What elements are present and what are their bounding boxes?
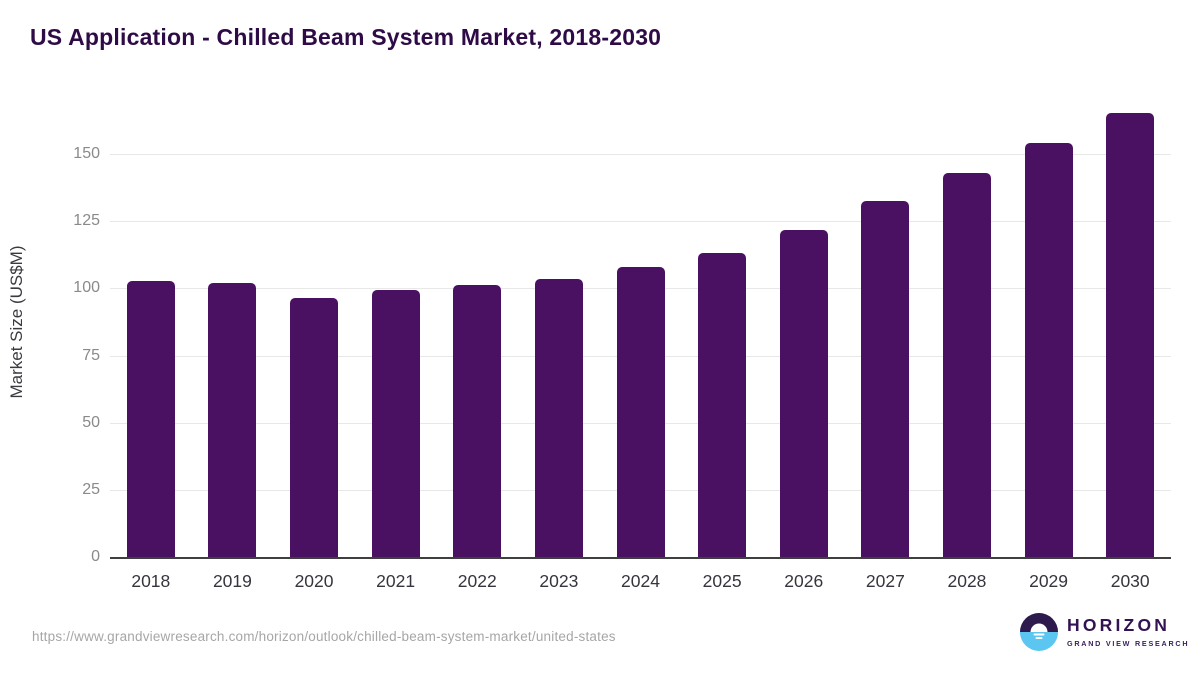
y-tick-50: 50: [82, 413, 100, 431]
x-tick-2018: 2018: [131, 571, 171, 591]
bar-2020[interactable]: [290, 297, 339, 558]
bar-2028[interactable]: [942, 173, 991, 558]
bar-2027[interactable]: [861, 201, 910, 558]
y-tick-125: 125: [73, 212, 100, 230]
bar-2030[interactable]: [1106, 112, 1155, 558]
x-tick-2028: 2028: [947, 571, 987, 591]
x-tick-2025: 2025: [702, 571, 742, 591]
y-tick-75: 75: [82, 346, 100, 364]
y-axis-ticks: 0 25 50 75 100 125 150: [0, 105, 100, 565]
y-tick-100: 100: [73, 279, 100, 297]
horizon-logo-text: HORIZON GRAND VIEW RESEARCH: [1067, 617, 1189, 647]
x-tick-2027: 2027: [865, 571, 905, 591]
y-tick-25: 25: [82, 480, 100, 498]
bar-2025[interactable]: [698, 253, 747, 558]
bar-2018[interactable]: [126, 281, 175, 558]
x-axis-line: [110, 557, 1171, 559]
horizon-logo: HORIZON GRAND VIEW RESEARCH: [1020, 613, 1189, 651]
horizon-logo-icon: [1020, 613, 1058, 651]
x-tick-2022: 2022: [457, 571, 497, 591]
y-tick-150: 150: [73, 145, 100, 162]
bar-2021[interactable]: [371, 289, 420, 558]
plot-area: [110, 105, 1171, 558]
gridline-125: [110, 221, 1171, 223]
bar-2026[interactable]: [779, 230, 828, 558]
bar-2022[interactable]: [453, 285, 502, 558]
bar-2019[interactable]: [208, 283, 257, 558]
logo-subbrand-text: GRAND VIEW RESEARCH: [1067, 638, 1190, 648]
bar-2024[interactable]: [616, 267, 665, 558]
x-tick-2023: 2023: [539, 571, 579, 591]
x-tick-2024: 2024: [621, 571, 660, 591]
x-tick-2019: 2019: [212, 571, 252, 591]
logo-brand-text: HORIZON: [1067, 615, 1171, 636]
x-tick-2026: 2026: [784, 571, 824, 591]
x-tick-2021: 2021: [376, 571, 416, 591]
x-tick-2029: 2029: [1029, 571, 1069, 591]
x-tick-2030: 2030: [1110, 571, 1150, 591]
gridline-150: [110, 154, 1171, 155]
source-url: https://www.grandviewresearch.com/horizo…: [32, 629, 616, 644]
x-axis-labels: 2018 2019 2020 2021 2022 2023 2024 2025 2026 2027…: [110, 571, 1171, 597]
bar-2029[interactable]: [1024, 142, 1073, 558]
bar-2023[interactable]: [534, 279, 583, 558]
chart-title: US Application - Chilled Beam System Mar…: [30, 24, 662, 50]
y-tick-0: 0: [91, 548, 100, 565]
x-tick-2020: 2020: [294, 571, 334, 591]
